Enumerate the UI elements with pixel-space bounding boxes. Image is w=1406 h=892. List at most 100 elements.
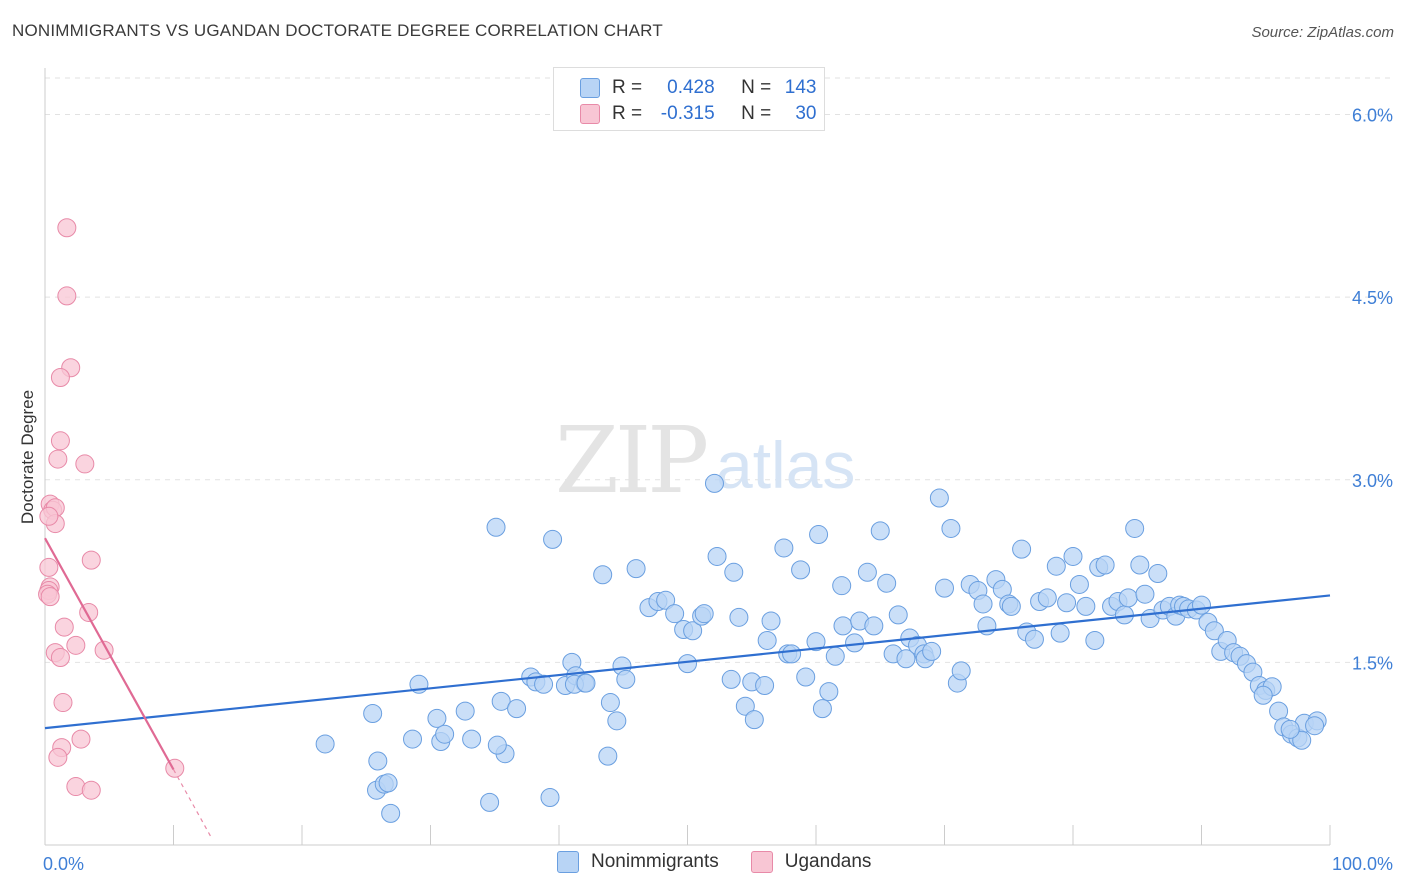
data-point: [315, 734, 335, 754]
data-point: [721, 669, 741, 689]
series-legend-ugandans: Ugandans: [750, 851, 872, 873]
series-swatch-nonimmigrants: [557, 851, 579, 873]
data-point: [774, 538, 794, 558]
trend-line-ugandans: [44, 537, 175, 771]
data-point: [480, 792, 500, 812]
series-legend: Nonimmigrants Ugandans: [557, 851, 903, 873]
data-point: [50, 367, 70, 387]
data-point: [1001, 596, 1021, 616]
data-point: [1305, 716, 1325, 736]
data-point: [704, 473, 724, 493]
data-point: [491, 691, 511, 711]
data-point: [757, 630, 777, 650]
x-tick-label-min: 0.0%: [43, 854, 84, 874]
data-point: [368, 751, 388, 771]
data-point: [57, 218, 77, 238]
source-label: Source: ZipAtlas.com: [1251, 24, 1394, 41]
data-point: [1063, 546, 1083, 566]
data-point: [833, 616, 853, 636]
y-tick-label: 3.0%: [1352, 471, 1393, 491]
data-point: [57, 286, 77, 306]
trend-line-nonimmigrants: [44, 594, 1331, 730]
data-point: [48, 747, 68, 767]
data-point: [678, 654, 697, 674]
data-point: [593, 565, 613, 585]
trend-lines: [44, 537, 1331, 840]
data-point: [1192, 595, 1211, 615]
data-point: [403, 729, 423, 749]
data-point: [1050, 623, 1070, 643]
trend-line-extension: [172, 769, 213, 840]
legend-swatch-nonimmigrants: [580, 78, 600, 98]
axes: [44, 68, 1331, 846]
data-point: [81, 780, 101, 800]
y-axis-label: Doctorate Degree: [18, 390, 37, 524]
data-point: [1024, 629, 1044, 649]
stats-legend: R = 0.428 N = 143 R = -0.315 N = 30: [553, 67, 825, 131]
data-point: [1057, 593, 1077, 613]
data-point: [694, 604, 714, 624]
data-point: [825, 646, 845, 666]
legend-row-nonimmigrants: R = 0.428 N = 143: [580, 76, 816, 100]
data-point: [455, 701, 475, 721]
data-point: [951, 661, 971, 681]
series-swatch-ugandans: [750, 851, 773, 873]
data-point: [1292, 730, 1312, 750]
data-point: [729, 607, 749, 627]
data-point: [812, 699, 832, 719]
data-point: [1204, 621, 1224, 641]
data-point: [857, 562, 877, 582]
data-point: [929, 488, 949, 508]
data-point: [1118, 588, 1138, 608]
data-point: [363, 704, 383, 724]
data-point: [782, 644, 802, 664]
series-label-ugandans: Ugandans: [784, 851, 872, 872]
data-point: [600, 693, 620, 713]
data-point: [71, 729, 91, 749]
data-point: [427, 708, 447, 728]
data-point: [50, 431, 70, 451]
watermark: ZIP atlas: [555, 407, 855, 514]
data-point: [75, 454, 95, 474]
data-point: [1253, 685, 1273, 705]
y-tick-label: 6.0%: [1352, 106, 1393, 126]
data-point: [1046, 556, 1066, 576]
legend-n-value: 30: [795, 103, 817, 124]
watermark-zip: ZIP: [555, 407, 706, 514]
data-point: [626, 559, 646, 579]
data-point: [656, 590, 676, 610]
data-point: [1095, 555, 1115, 575]
data-point: [81, 550, 101, 570]
data-point: [39, 506, 59, 526]
data-point: [1280, 719, 1300, 739]
data-point: [744, 710, 764, 730]
data-point: [1085, 630, 1105, 650]
legend-r-label: R =: [612, 103, 643, 124]
data-point: [755, 676, 775, 696]
data-point: [935, 578, 954, 598]
data-points: [38, 218, 1327, 823]
data-point: [665, 604, 685, 624]
legend-r-value: 0.428: [667, 77, 715, 98]
data-point: [941, 518, 961, 538]
legend-n-value: 143: [784, 77, 817, 98]
data-point: [806, 632, 826, 652]
data-point: [486, 517, 506, 537]
gridlines: [45, 77, 1395, 663]
data-point: [1148, 564, 1168, 584]
data-point: [1076, 596, 1096, 616]
data-point: [598, 746, 618, 766]
y-tick-label: 4.5%: [1352, 288, 1393, 308]
legend-r-label: R =: [612, 77, 643, 98]
data-point: [66, 635, 86, 655]
data-point: [809, 525, 829, 545]
series-ugandans: [38, 218, 185, 800]
data-point: [735, 696, 755, 716]
data-point: [922, 641, 942, 661]
data-point: [1125, 518, 1145, 538]
data-point: [534, 674, 554, 694]
chart-title: NONIMMIGRANTS VS UGANDAN DOCTORATE DEGRE…: [12, 21, 663, 40]
data-point: [864, 616, 884, 636]
data-point: [543, 529, 563, 549]
